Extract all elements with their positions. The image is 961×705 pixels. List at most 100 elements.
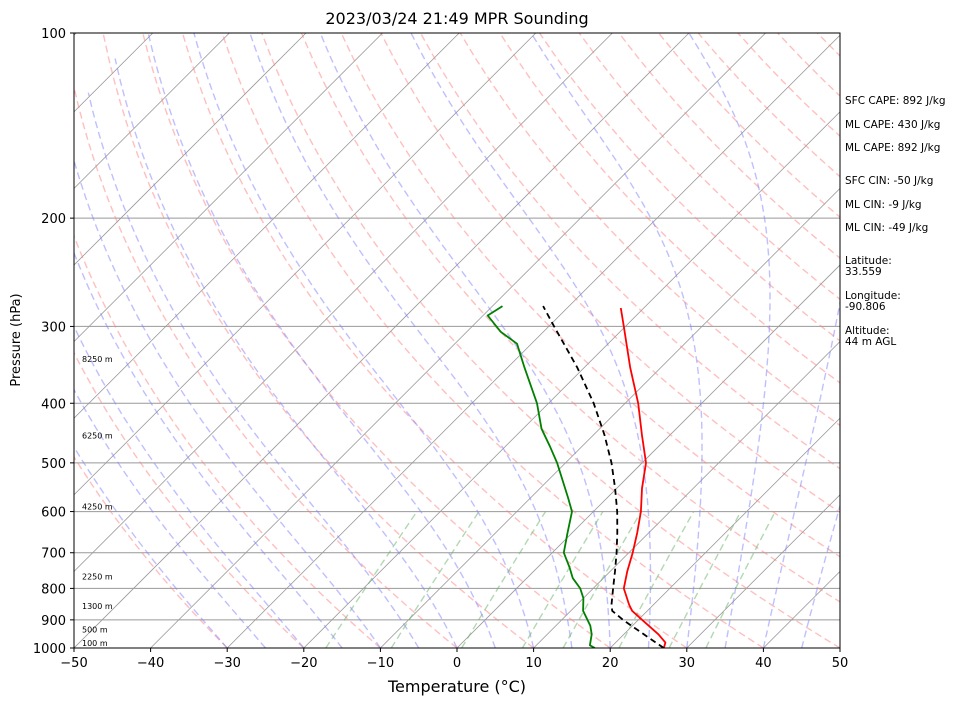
y-tick-label: 800	[41, 582, 66, 597]
isotherm-line	[74, 33, 307, 266]
isotherm-line	[74, 33, 230, 189]
dry-adiabat-line	[74, 234, 381, 648]
x-tick-label: −50	[60, 656, 87, 671]
mixing-ratio-line	[461, 511, 547, 648]
moist-adiabat-line	[762, 298, 840, 648]
profile-series-1	[619, 307, 667, 648]
height-label: 4250 m	[82, 503, 113, 512]
x-tick-label: 50	[832, 656, 849, 671]
chart-title: 2023/03/24 21:49 MPR Sounding	[325, 9, 588, 28]
y-axis-ticks: 100 200 300 400 500 600 700 800 900 1000	[33, 27, 74, 657]
isotherm-line	[226, 34, 840, 648]
y-tick-label: 500	[41, 457, 66, 472]
dry-adiabat-line	[221, 33, 764, 648]
isotherm-line	[533, 341, 840, 648]
dry-adiabat-line	[142, 33, 611, 648]
dry-adiabat-line	[102, 33, 535, 648]
isotherm-line	[380, 187, 840, 648]
profile-series-3	[542, 305, 665, 648]
sounding-parameter: Longitude: -90.806	[845, 290, 901, 313]
isotherm-line	[456, 264, 840, 648]
isotherm-line	[74, 33, 537, 496]
isotherm-line	[303, 111, 840, 648]
y-tick-label: 900	[41, 614, 66, 629]
y-tick-label: 1000	[33, 642, 66, 657]
x-tick-label: −30	[213, 656, 240, 671]
y-tick-label: 600	[41, 506, 66, 521]
moist-adiabat-line	[193, 33, 535, 648]
dry-adiabat-line	[538, 33, 840, 342]
y-tick-label: 200	[41, 212, 66, 227]
background-lines	[74, 33, 840, 648]
x-tick-label: 0	[453, 656, 461, 671]
sounding-parameter: Altitude: 44 m AGL	[845, 325, 896, 348]
x-tick-label: −20	[290, 656, 317, 671]
dry-adiabat-line	[74, 84, 458, 648]
dry-adiabat-line	[300, 33, 840, 603]
isotherm-line	[74, 33, 690, 648]
height-label: 8250 m	[82, 355, 113, 364]
x-tick-label: 10	[525, 656, 542, 671]
isotherm-line	[74, 33, 460, 419]
isotherm-line	[609, 417, 840, 648]
profiles	[486, 305, 667, 648]
sounding-parameter: ML CIN: -49 J/kg	[845, 222, 928, 234]
moist-adiabat-line	[249, 33, 573, 648]
dry-adiabat-line	[340, 33, 840, 558]
mixing-ratio-line	[325, 511, 418, 648]
y-tick-label: 700	[41, 547, 66, 562]
isotherm-line	[686, 494, 840, 648]
mixing-ratio-line	[562, 511, 642, 648]
height-label: 6250 m	[82, 432, 113, 441]
x-axis-ticks: −50 −40 −30 −20 −10 0 10 20 30 40 50	[60, 648, 848, 671]
height-label: 500 m	[82, 625, 108, 634]
isotherm-line	[150, 33, 766, 648]
height-label: 100 m	[82, 639, 108, 648]
sounding-parameter: Latitude: 33.559	[845, 255, 892, 278]
mixing-ratio-line	[390, 511, 480, 648]
dry-adiabat-line	[261, 33, 840, 648]
sounding-parameters: SFC CAPE: 892 J/kg ML CAPE: 430 J/kg ML CA…	[845, 95, 946, 348]
moist-adiabat-line	[801, 503, 840, 648]
height-labels: 100 m 500 m 1300 m 2250 m 4250 m 6250 m 8250 m	[82, 355, 113, 648]
dry-adiabat-line	[380, 33, 840, 514]
dry-adiabat-line	[578, 33, 840, 301]
y-axis-label: Pressure (hPa)	[9, 293, 24, 386]
x-axis-label: Temperature (°C)	[387, 677, 526, 696]
moist-adiabat-line	[74, 324, 305, 648]
x-tick-label: 40	[755, 656, 772, 671]
mixing-ratio-line	[618, 511, 695, 648]
moist-adiabat-line	[530, 33, 703, 648]
isotherm-line	[74, 33, 613, 572]
dry-adiabat-line	[499, 33, 840, 384]
y-tick-label: 400	[41, 397, 66, 412]
x-tick-label: 20	[602, 656, 619, 671]
y-tick-label: 300	[41, 320, 66, 335]
x-tick-label: 30	[679, 656, 696, 671]
moist-adiabat-line	[74, 251, 343, 648]
mixing-ratio-line	[521, 511, 604, 648]
mixing-ratio-line	[668, 511, 742, 648]
moist-adiabat-line	[688, 33, 771, 648]
moist-adiabat-line	[74, 445, 228, 648]
dry-adiabat-line	[181, 33, 688, 648]
moist-adiabat-line	[87, 92, 420, 648]
height-label: 1300 m	[82, 602, 113, 611]
x-tick-label: −40	[137, 656, 164, 671]
dry-adiabat-line	[74, 455, 228, 648]
moist-adiabat-line	[410, 33, 652, 648]
mixing-ratio-line	[705, 511, 776, 648]
sounding-parameter: ML CAPE: 430 J/kg	[845, 119, 940, 131]
moist-adiabat-line	[114, 58, 458, 648]
dry-adiabat-line	[459, 33, 840, 427]
isotherm-line	[74, 33, 383, 343]
height-label: 2250 m	[82, 573, 113, 582]
x-tick-label: −10	[367, 656, 394, 671]
sounding-parameter: SFC CIN: -50 J/kg	[845, 175, 933, 187]
sounding-parameter: SFC CAPE: 892 J/kg	[845, 95, 946, 107]
profile-series-2	[486, 305, 596, 648]
sounding-parameter: ML CAPE: 892 J/kg	[845, 142, 940, 154]
moist-adiabat-line	[74, 158, 381, 648]
